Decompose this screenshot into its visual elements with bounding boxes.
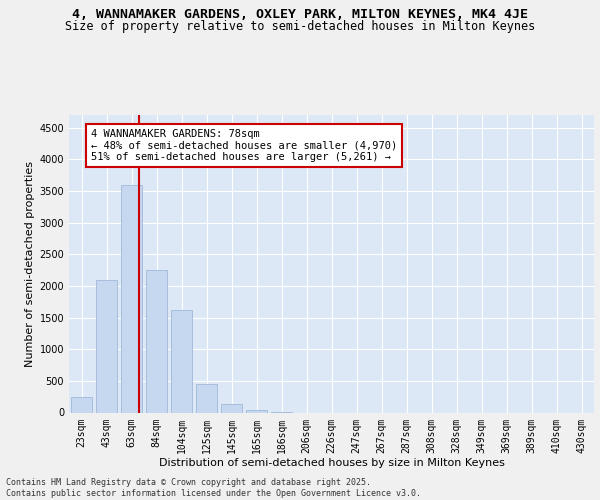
Text: 4 WANNAMAKER GARDENS: 78sqm
← 48% of semi-detached houses are smaller (4,970)
51: 4 WANNAMAKER GARDENS: 78sqm ← 48% of sem…	[91, 129, 397, 162]
Bar	[146, 270, 167, 412]
Bar	[221, 404, 242, 412]
Text: Size of property relative to semi-detached houses in Milton Keynes: Size of property relative to semi-detach…	[65, 20, 535, 33]
Text: Contains HM Land Registry data © Crown copyright and database right 2025.
Contai: Contains HM Land Registry data © Crown c…	[6, 478, 421, 498]
Bar	[196, 384, 217, 412]
Text: 4, WANNAMAKER GARDENS, OXLEY PARK, MILTON KEYNES, MK4 4JE: 4, WANNAMAKER GARDENS, OXLEY PARK, MILTO…	[72, 8, 528, 20]
Bar	[121, 184, 142, 412]
X-axis label: Distribution of semi-detached houses by size in Milton Keynes: Distribution of semi-detached houses by …	[158, 458, 505, 468]
Bar	[246, 410, 267, 412]
Bar	[71, 396, 92, 412]
Bar	[96, 280, 117, 412]
Y-axis label: Number of semi-detached properties: Number of semi-detached properties	[25, 161, 35, 367]
Bar	[171, 310, 192, 412]
